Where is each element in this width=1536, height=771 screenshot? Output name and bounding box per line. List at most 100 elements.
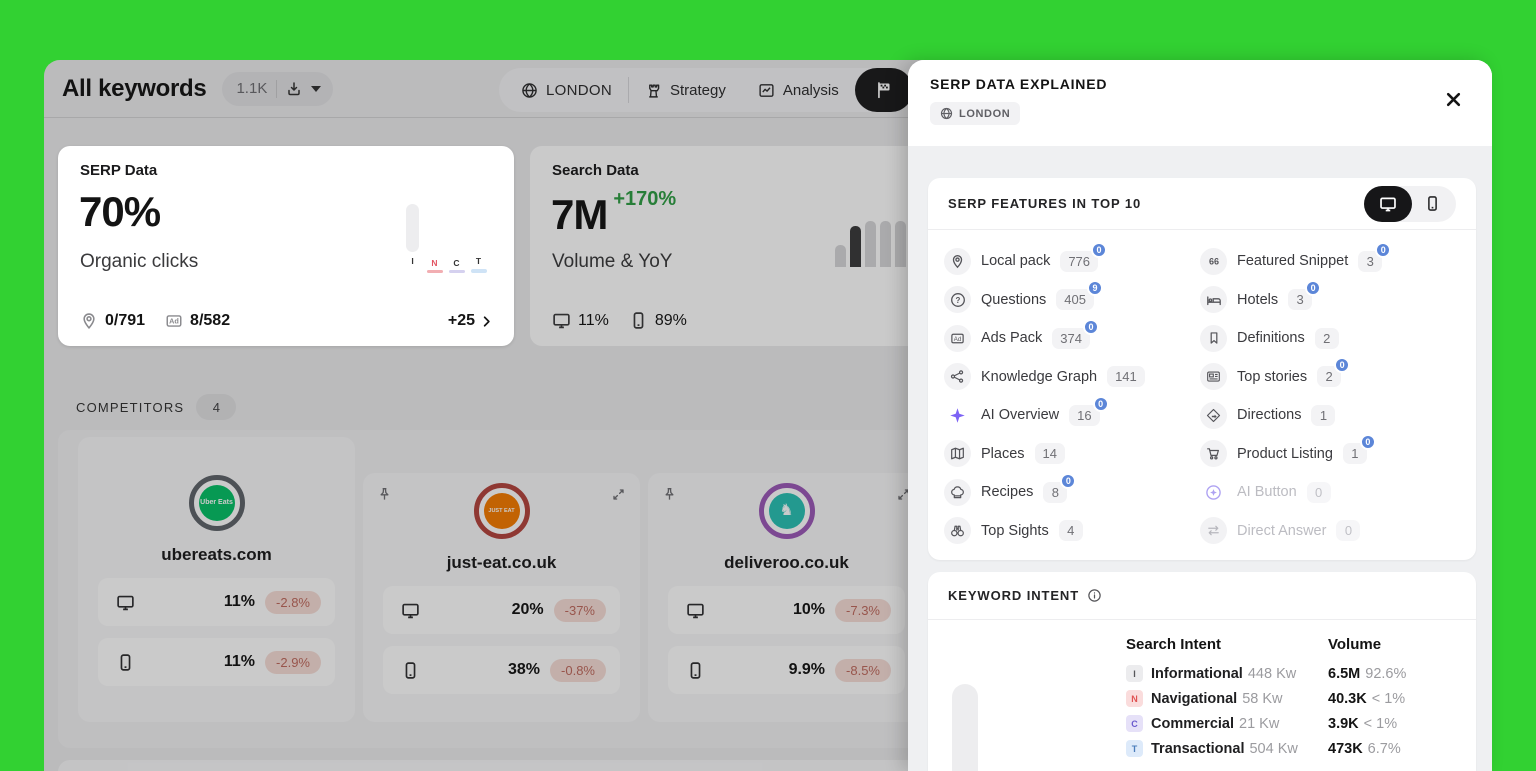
chevron-right-icon — [483, 315, 490, 327]
question-icon: ? — [944, 286, 971, 314]
competitor-domain: just-eat.co.uk — [446, 553, 557, 572]
cart-icon — [1200, 440, 1227, 468]
intent-row-informational: I Informational 448 Kw 6.5M 92.6% — [1126, 661, 1456, 686]
info-icon[interactable] — [1087, 588, 1102, 603]
feature-top-sights[interactable]: Top Sights 4 — [944, 512, 1200, 551]
chevron-down-icon[interactable] — [311, 85, 322, 92]
analysis-chart-icon — [758, 82, 775, 99]
feature-definitions[interactable]: Definitions 2 — [1200, 319, 1456, 358]
panel-header: SERP DATA EXPLAINED LONDON — [908, 60, 1492, 146]
competitor-logo: JUST EAT — [473, 483, 530, 539]
feature-count: 2 — [1317, 366, 1342, 388]
serp-features-title: SERP FEATURES IN TOP 10 — [948, 196, 1142, 211]
serp-data-explained-panel: SERP DATA EXPLAINED LONDON SERP FEATURES… — [908, 60, 1492, 771]
nav-analysis[interactable]: Analysis — [742, 68, 855, 112]
competitor-card-deliveroo[interactable]: ♞ deliveroo.co.uk 10% -7.3% 9.9% -8.5% — [648, 473, 925, 722]
competitor-domain: ubereats.com — [161, 545, 272, 564]
nav-location-label: LONDON — [546, 81, 612, 99]
keyword-intent-table: Search Intent Volume I Informational 448… — [1126, 636, 1456, 771]
feature-ads-pack[interactable]: Ad Ads Pack 374 0 — [944, 318, 1200, 358]
competitor-card-ubereats[interactable]: Uber Eats ubereats.com 11% -2.8% 11% -2.… — [78, 437, 355, 722]
bed-icon — [1200, 286, 1227, 314]
competitors-label: COMPETITORS — [76, 399, 185, 415]
change-badge: -2.9% — [265, 650, 321, 674]
serp-more-link[interactable]: +25 — [448, 312, 494, 330]
feature-count: 776 — [1060, 250, 1099, 272]
desktop-icon — [686, 601, 705, 620]
feature-local-pack[interactable]: Local pack 776 0 — [944, 241, 1200, 281]
desktop-stat-row: 11% -2.8% — [98, 578, 335, 626]
feature-directions[interactable]: Directions 1 — [1200, 396, 1456, 435]
ai-button-icon — [1200, 479, 1227, 506]
intent-row-transactional: T Transactional 504 Kw 473K 6.7% — [1126, 736, 1456, 761]
feature-direct-answer[interactable]: Direct Answer 0 — [1200, 512, 1456, 551]
competitors-section: Uber Eats ubereats.com 11% -2.8% 11% -2.… — [58, 430, 972, 748]
keyword-intent-card: KEYWORD INTENT I N C T Search Intent Vol… — [928, 572, 1476, 771]
desktop-icon — [1380, 197, 1396, 211]
nav-strategy-label: Strategy — [669, 81, 726, 99]
feature-count: 1 — [1311, 404, 1336, 426]
card-subtitle: Volume & YoY — [552, 251, 673, 272]
intent-bar-c — [448, 270, 465, 273]
feature-count: 3 — [1288, 289, 1313, 311]
ai-sparkle-icon — [944, 402, 971, 429]
feature-count: 3 — [1358, 250, 1383, 272]
globe-icon — [940, 107, 953, 120]
col-header-volume: Volume — [1328, 636, 1382, 653]
share-graph-icon — [944, 363, 971, 391]
panel-title: SERP DATA EXPLAINED — [930, 76, 1108, 92]
serp-flag-button[interactable] — [854, 68, 913, 112]
keyword-count-pill[interactable]: 1.1K — [222, 71, 334, 106]
swap-arrows-icon — [1200, 517, 1227, 545]
nav-strategy[interactable]: Strategy — [629, 68, 742, 112]
binoculars-icon — [944, 517, 971, 545]
feature-knowledge-graph[interactable]: Knowledge Graph 141 — [944, 358, 1200, 397]
desktop-icon — [116, 593, 135, 612]
card-subtitle: Organic clicks — [80, 251, 199, 272]
pushpin-icon[interactable] — [662, 487, 677, 502]
expand-icon[interactable] — [611, 487, 626, 502]
export-icon[interactable] — [286, 81, 302, 97]
news-icon — [1200, 363, 1227, 391]
intent-bar-i — [406, 204, 419, 252]
serp-features-card: SERP FEATURES IN TOP 10 Local pack 776 0 … — [928, 178, 1476, 560]
change-badge: -7.3% — [835, 598, 891, 622]
feature-ai-overview[interactable]: AI Overview 16 0 — [944, 395, 1200, 435]
desktop-icon — [552, 311, 571, 330]
serp-intent-mini-chart: I N C T — [405, 204, 487, 273]
feature-sup-badge: 0 — [1334, 357, 1351, 374]
feature-places[interactable]: Places 14 — [944, 435, 1200, 474]
quote-icon: 66 — [1200, 247, 1227, 275]
pushpin-icon[interactable] — [377, 487, 392, 502]
svg-text:?: ? — [955, 296, 960, 305]
feature-sup-badge: 0 — [1092, 395, 1109, 412]
feature-count: 14 — [1034, 443, 1065, 465]
yoy-badge: +170% — [613, 188, 677, 210]
competitor-card-justeat[interactable]: JUST EAT just-eat.co.uk 20% -37% 38% -0.… — [363, 473, 640, 722]
feature-questions[interactable]: ? Questions 405 9 — [944, 280, 1200, 320]
competitor-logo: ♞ — [758, 483, 815, 539]
feature-count: 0 — [1306, 481, 1331, 503]
desktop-stat-row: 20% -37% — [383, 586, 620, 634]
divider — [627, 77, 629, 103]
organic-clicks-value: 70% — [79, 188, 161, 235]
toggle-desktop[interactable] — [1364, 185, 1412, 222]
mobile-icon — [1427, 196, 1437, 211]
checkered-flag-icon — [877, 82, 890, 99]
close-icon[interactable] — [1440, 86, 1466, 112]
feature-ai-button[interactable]: AI Button 0 — [1200, 473, 1456, 512]
map-icon — [944, 440, 971, 468]
nav-location[interactable]: LONDON — [505, 68, 628, 112]
intent-bar-t — [470, 268, 487, 273]
toggle-mobile[interactable] — [1412, 186, 1452, 222]
feature-sup-badge: 0 — [1082, 318, 1099, 335]
serp-data-card[interactable]: SERP Data 70% Organic clicks I N C T 0/7… — [58, 146, 514, 346]
svg-text:Ad: Ad — [169, 317, 179, 326]
local-positions-stat: 0/791 — [80, 312, 145, 330]
feature-count: 374 — [1052, 327, 1090, 349]
